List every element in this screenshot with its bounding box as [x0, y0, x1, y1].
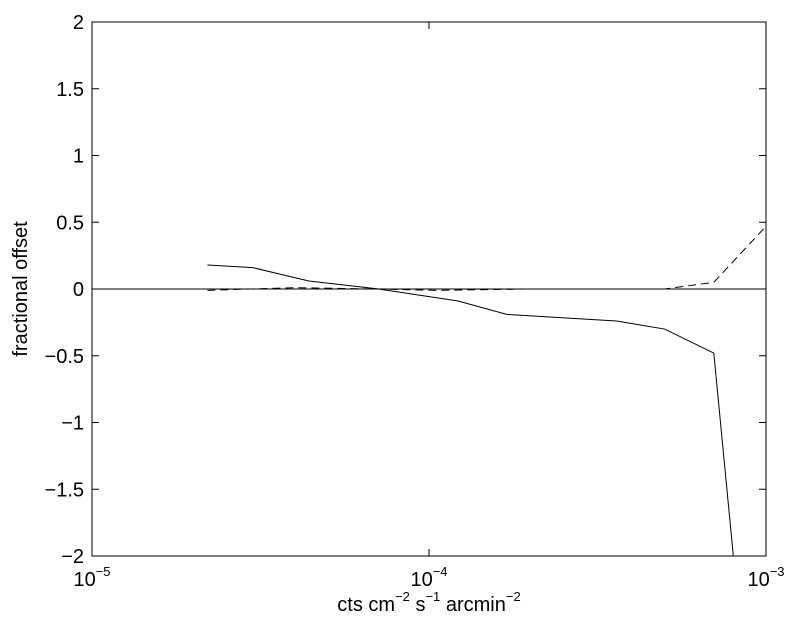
y-tick-label: 0: [73, 279, 84, 301]
x-ticks: 10−5 10−4 10−3: [73, 22, 785, 591]
y-tick-label: 1.5: [56, 79, 84, 101]
y-axis-label: fractional offset: [10, 221, 32, 357]
x-tick-label: 10−4: [410, 564, 447, 591]
y-ticks: 2 1.5 1 0.5 0 −0.5 −1 −1.5 −2: [45, 12, 766, 568]
y-tick-label: −1.5: [45, 479, 84, 501]
y-tick-label: −1: [61, 413, 84, 435]
x-axis-label: cts cm−2 s−1 arcmin−2: [337, 589, 520, 616]
series-line-solid: [207, 264, 734, 557]
x-tick-label: 10−3: [747, 564, 784, 591]
y-tick-label: −0.5: [45, 346, 84, 368]
y-tick-label: −2: [61, 546, 84, 568]
series-layer: [207, 225, 767, 557]
y-tick-label: 2: [73, 12, 84, 34]
x-tick-label: 10−5: [73, 564, 110, 591]
y-tick-label: 1: [73, 146, 84, 168]
y-tick-label: 0.5: [56, 212, 84, 234]
